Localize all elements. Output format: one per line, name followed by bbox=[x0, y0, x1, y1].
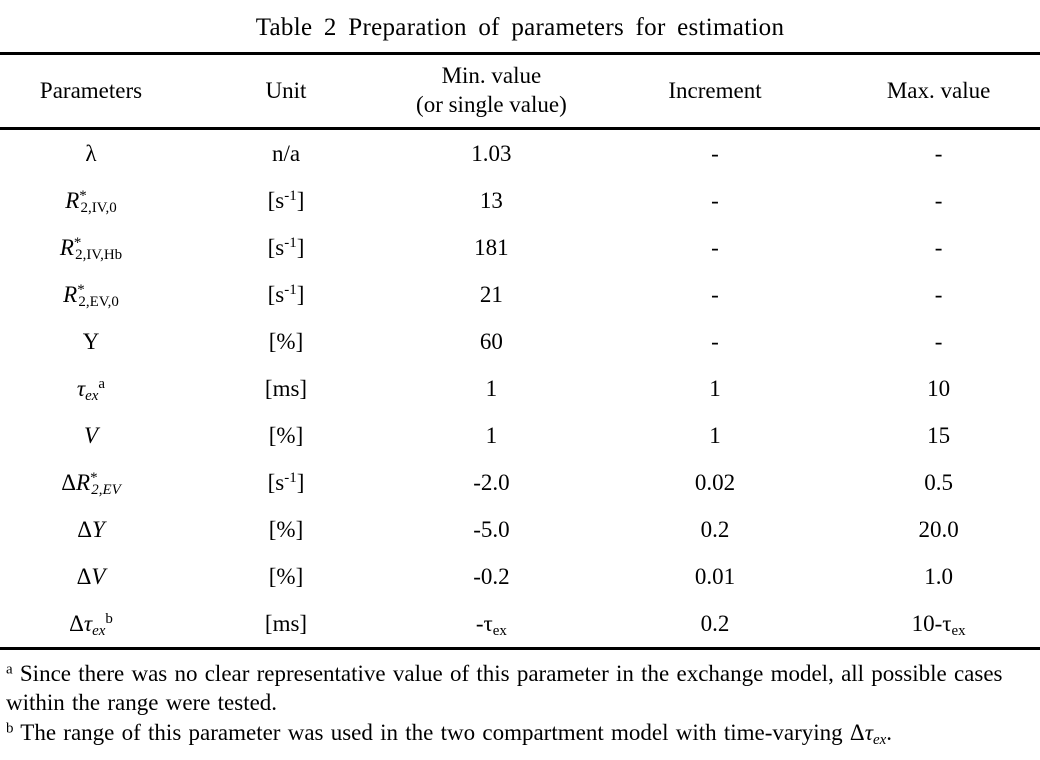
cell-parameter: ΔV bbox=[76, 564, 106, 589]
cell-min-value: 13 bbox=[479, 188, 503, 213]
cell-increment: 0.2 bbox=[700, 611, 730, 636]
cell-min-value: -τex bbox=[475, 611, 507, 640]
cell-increment: 0.2 bbox=[700, 517, 730, 542]
cell-min-value: 1.03 bbox=[471, 141, 512, 166]
cell-min-value: -2.0 bbox=[473, 470, 510, 495]
table-caption: Table 2 Preparation of parameters for es… bbox=[255, 14, 785, 41]
table-row-delta-v: ΔV [%] -0.2 0.01 1.0 bbox=[0, 553, 1040, 600]
footnotes: a Since there was no clear representativ… bbox=[0, 650, 1040, 749]
cell-max-value: 10 bbox=[927, 376, 951, 401]
cell-increment: - bbox=[711, 282, 719, 307]
cell-unit: [%] bbox=[268, 329, 304, 354]
cell-increment: 1 bbox=[709, 376, 721, 401]
table-row-r2ev0: R*2,EV,0 [s-1] 21 - - bbox=[0, 271, 1040, 318]
cell-max-value: 0.5 bbox=[924, 470, 953, 495]
cell-parameter: Δτexb bbox=[69, 610, 113, 640]
cell-min-value: 181 bbox=[474, 235, 509, 260]
parameters-table: Parameters Unit Min. value (or single va… bbox=[0, 52, 1040, 650]
table-row-delta-y: ΔY [%] -5.0 0.2 20.0 bbox=[0, 506, 1040, 553]
table-row-delta-tau-ex: Δτexb [ms] -τex 0.2 10-τex bbox=[0, 600, 1040, 649]
cell-max-value: 15 bbox=[927, 423, 951, 448]
cell-max-value: - bbox=[934, 282, 943, 307]
cell-max-value: - bbox=[934, 235, 943, 260]
table-header: Parameters Unit Min. value (or single va… bbox=[0, 53, 1040, 130]
col-header-unit: Unit bbox=[182, 53, 390, 130]
cell-unit: [ms] bbox=[264, 376, 308, 401]
cell-parameter: ΔR*2,EV bbox=[61, 469, 121, 499]
table-row-lambda: λ n/a 1.03 - - bbox=[0, 129, 1040, 178]
cell-unit: [s-1] bbox=[267, 187, 305, 213]
cell-max-value: - bbox=[934, 188, 943, 213]
cell-increment: - bbox=[711, 141, 719, 166]
table-body: λ n/a 1.03 - - R*2,IV,0 [s-1] 13 - - R*2… bbox=[0, 129, 1040, 649]
cell-increment: 1 bbox=[709, 423, 721, 448]
table-row-delta-r2ev: ΔR*2,EV [s-1] -2.0 0.02 0.5 bbox=[0, 459, 1040, 506]
cell-parameter: ΔY bbox=[77, 517, 105, 542]
cell-parameter: λ bbox=[85, 141, 97, 166]
cell-increment: - bbox=[711, 329, 719, 354]
col-header-min-line1: Min. value bbox=[441, 63, 542, 89]
col-header-max-value: Max. value bbox=[837, 53, 1040, 130]
cell-max-value: 1.0 bbox=[924, 564, 953, 589]
cell-increment: - bbox=[711, 235, 719, 260]
cell-max-value: - bbox=[934, 329, 943, 354]
cell-min-value: 60 bbox=[479, 329, 503, 354]
cell-unit: [s-1] bbox=[267, 469, 305, 495]
table-row-v: V [%] 1 1 15 bbox=[0, 412, 1040, 459]
footnote-b: b The range of this parameter was used i… bbox=[6, 719, 892, 749]
col-header-parameters: Parameters bbox=[0, 53, 182, 130]
cell-increment: 0.02 bbox=[694, 470, 736, 495]
header-row: Parameters Unit Min. value (or single va… bbox=[0, 53, 1040, 130]
cell-parameter: R*2,EV,0 bbox=[63, 281, 119, 311]
cell-unit: [s-1] bbox=[267, 234, 305, 260]
cell-unit: [s-1] bbox=[267, 281, 305, 307]
cell-min-value: 1 bbox=[485, 423, 498, 448]
cell-parameter: V bbox=[83, 423, 99, 448]
cell-parameter: Y bbox=[82, 329, 100, 354]
cell-parameter: R*2,IV,0 bbox=[65, 187, 117, 217]
cell-min-value: 21 bbox=[479, 282, 503, 307]
cell-max-value: 20.0 bbox=[918, 517, 959, 542]
cell-increment: - bbox=[711, 188, 719, 213]
table-row-y: Y [%] 60 - - bbox=[0, 318, 1040, 365]
cell-min-value: -0.2 bbox=[473, 564, 510, 589]
table-row-r2ivhb: R*2,IV,Hb [s-1] 181 - - bbox=[0, 224, 1040, 271]
col-header-min-value: Min. value (or single value) bbox=[390, 53, 593, 130]
cell-unit: [%] bbox=[268, 564, 304, 589]
cell-unit: [ms] bbox=[264, 611, 308, 636]
cell-parameter: τexa bbox=[76, 375, 106, 405]
table-row-r2iv0: R*2,IV,0 [s-1] 13 - - bbox=[0, 177, 1040, 224]
cell-unit: [%] bbox=[268, 423, 304, 448]
col-header-increment: Increment bbox=[592, 53, 838, 130]
footnote-a: a Since there was no clear representativ… bbox=[6, 661, 1003, 716]
cell-parameter: R*2,IV,Hb bbox=[59, 234, 123, 264]
cell-max-value: 10-τex bbox=[911, 611, 966, 640]
cell-unit: n/a bbox=[271, 141, 301, 166]
cell-unit: [%] bbox=[268, 517, 304, 542]
table-row-tau-ex: τexa [ms] 1 1 10 bbox=[0, 365, 1040, 412]
cell-increment: 0.01 bbox=[694, 564, 736, 589]
cell-max-value: - bbox=[934, 141, 943, 166]
cell-min-value: -5.0 bbox=[473, 517, 510, 542]
cell-min-value: 1 bbox=[485, 376, 498, 401]
col-header-min-line2: (or single value) bbox=[416, 92, 567, 117]
